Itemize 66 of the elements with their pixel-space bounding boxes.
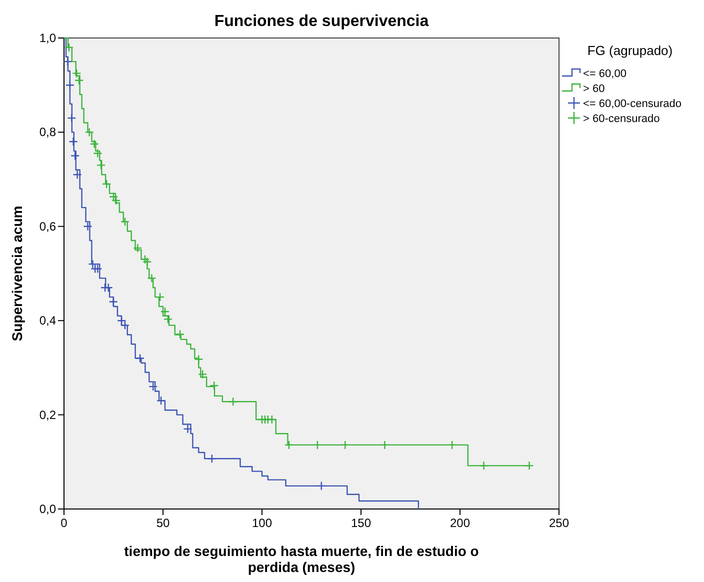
point: [267, 414, 276, 424]
legend-label: <= 60,00: [583, 68, 626, 80]
point: [63, 56, 72, 66]
point: [155, 292, 165, 302]
point: [207, 454, 217, 464]
x-tick-label: 250: [548, 516, 570, 530]
point: [72, 170, 82, 180]
legend-label: > 60-censurado: [583, 113, 660, 125]
point: [64, 42, 74, 52]
point: [108, 192, 118, 202]
chart-title: Funciones de supervivencia: [214, 13, 429, 30]
y-axis-title: Supervivencia acum: [9, 206, 25, 342]
point: [156, 396, 166, 406]
point: [67, 113, 76, 123]
point: [316, 481, 326, 491]
point: [340, 440, 350, 450]
point: [194, 354, 204, 364]
x-tick-label: 200: [450, 516, 470, 530]
point: [135, 354, 145, 363]
legend-title: FG (agrupado): [587, 43, 673, 58]
point: [524, 461, 534, 470]
point: [70, 151, 80, 160]
point: [83, 222, 92, 231]
point: [163, 314, 173, 324]
x-tick-label: 150: [350, 516, 372, 530]
point: [74, 76, 84, 85]
point: [93, 148, 102, 158]
point: [72, 68, 82, 78]
point: [198, 370, 208, 379]
point: [102, 179, 112, 189]
x-axis-title: tiempo de seguimiento hasta muerte, fin de estudio o perdida (meses): [124, 543, 479, 575]
point: [120, 217, 130, 226]
point: [160, 307, 170, 316]
x-tick-label: 50: [156, 516, 170, 530]
point: [84, 128, 94, 137]
point: [284, 440, 294, 450]
x-tick-label: 0: [60, 516, 68, 530]
point: [108, 297, 118, 306]
y-tick-label: 1,0: [39, 31, 56, 45]
point: [380, 440, 390, 450]
point: [479, 461, 488, 470]
point: [147, 274, 156, 283]
point: [133, 243, 142, 253]
y-tick-label: 0,0: [39, 502, 56, 516]
point: [90, 139, 99, 149]
point: [175, 330, 185, 339]
point: [111, 196, 121, 206]
point: [228, 397, 238, 406]
y-tick-label: 0,4: [39, 314, 56, 328]
point: [183, 424, 192, 434]
y-tick-label: 0,6: [39, 219, 56, 234]
y-tick-label: 0,8: [39, 125, 56, 140]
point: [142, 257, 152, 266]
legend-label: > 60: [583, 83, 605, 95]
point: [68, 137, 78, 146]
x-tick-label: 100: [252, 516, 272, 530]
point: [148, 382, 158, 392]
legend-label: <= 60,00-censurado: [583, 98, 682, 110]
point: [96, 160, 106, 170]
point: [140, 254, 150, 264]
point: [65, 80, 75, 90]
point: [447, 440, 457, 450]
y-tick-label: 0,2: [39, 408, 56, 422]
point: [104, 283, 113, 292]
point: [312, 440, 322, 450]
point: [209, 381, 219, 390]
